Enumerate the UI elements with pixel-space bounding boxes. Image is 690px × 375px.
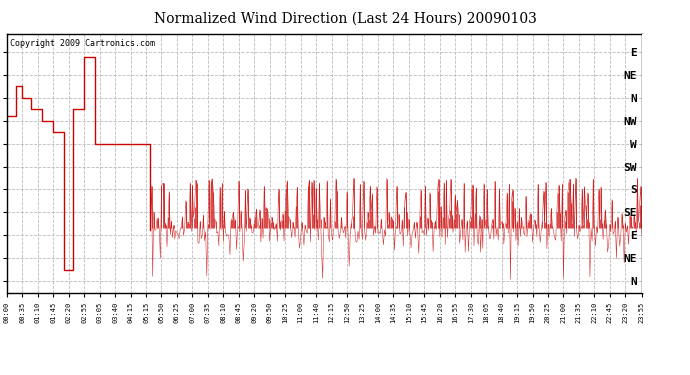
Text: Copyright 2009 Cartronics.com: Copyright 2009 Cartronics.com	[10, 39, 155, 48]
Text: Normalized Wind Direction (Last 24 Hours) 20090103: Normalized Wind Direction (Last 24 Hours…	[154, 11, 536, 25]
